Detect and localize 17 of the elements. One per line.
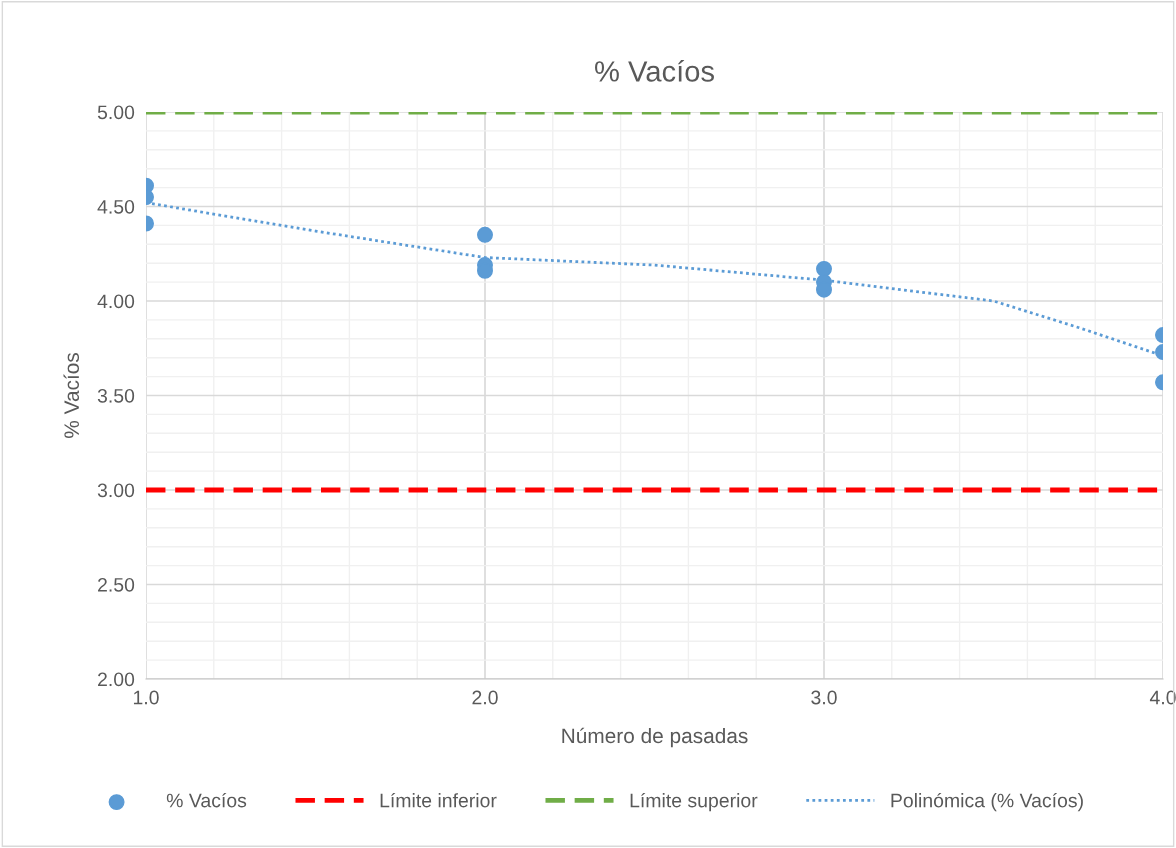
x-axis-title: Número de pasadas (562, 727, 748, 748)
y-tick-label: 4.50 (97, 199, 135, 214)
y-axis-title: % Vacíos (63, 353, 80, 438)
y-tick-label: 4.00 (97, 294, 135, 309)
legend-label: Límite inferior (380, 792, 497, 808)
y-tick-label: 3.00 (97, 483, 135, 498)
x-tick-label: 2.0 (472, 690, 498, 705)
x-tick-label: 1.0 (133, 690, 159, 705)
legend-label: Polinómica (% Vacíos) (891, 792, 1083, 812)
x-tick-label: 3.0 (811, 690, 837, 705)
chart-title: % Vacíos (595, 59, 714, 82)
legend-label: Límite superior (630, 792, 758, 812)
y-tick-label: 3.50 (97, 388, 135, 403)
y-tick-label: 2.00 (98, 672, 135, 687)
y-tick-label: 5.00 (97, 105, 135, 120)
y-tick-label: 2.50 (98, 577, 135, 592)
legend-label: % Vacíos (166, 792, 247, 808)
